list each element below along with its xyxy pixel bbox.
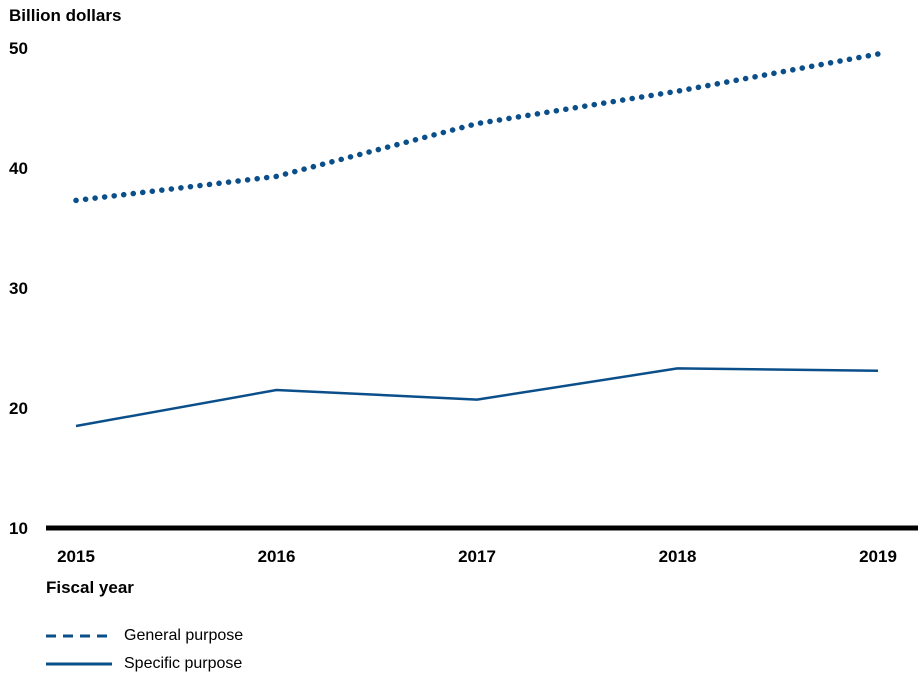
y-tick-label: 20 (9, 399, 28, 418)
x-tick-label: 2015 (57, 547, 95, 566)
legend-item-specific: Specific purpose (46, 650, 243, 678)
x-axis-title: Fiscal year (46, 578, 134, 598)
x-tick-label: 2016 (258, 547, 296, 566)
legend-swatch-solid (46, 659, 112, 669)
legend-item-general: General purpose (46, 622, 243, 650)
legend: General purpose Specific purpose (46, 622, 243, 678)
x-tick-label: 2018 (659, 547, 697, 566)
y-tick-label: 40 (9, 159, 28, 178)
y-tick-label: 50 (9, 39, 28, 58)
legend-label-specific: Specific purpose (124, 655, 242, 673)
x-tick-label: 2019 (859, 547, 897, 566)
series-line-general-purpose (76, 54, 878, 200)
legend-swatch-dashed (46, 631, 112, 641)
y-tick-label: 10 (9, 519, 28, 538)
legend-label-general: General purpose (124, 627, 243, 645)
series-line-specific-purpose (76, 368, 878, 426)
x-tick-label: 2017 (458, 547, 496, 566)
y-tick-label: 30 (9, 279, 28, 298)
